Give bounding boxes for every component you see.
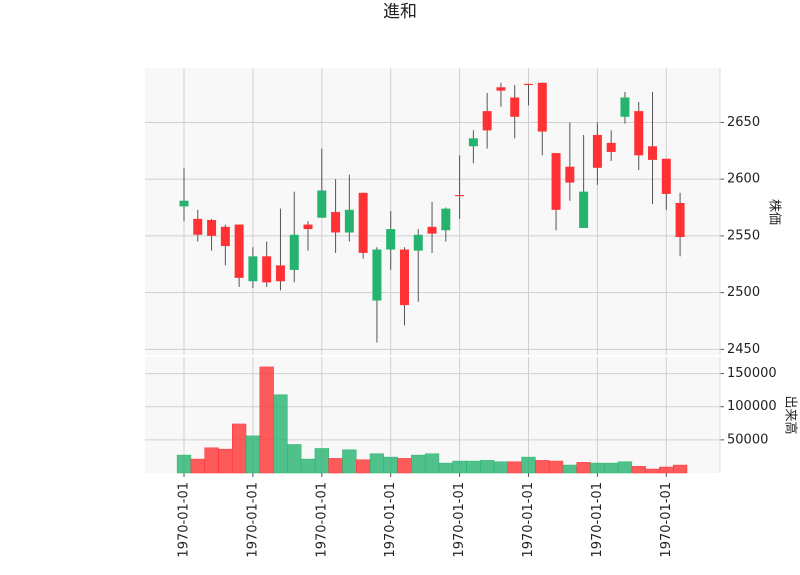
candle-body bbox=[510, 97, 520, 117]
x-tick-label: 1970-01-01 bbox=[659, 482, 674, 558]
candle-body bbox=[634, 111, 644, 156]
volume-bar bbox=[218, 448, 233, 474]
candle-body bbox=[565, 166, 575, 183]
candle-body bbox=[289, 234, 299, 270]
candle-body bbox=[331, 212, 341, 233]
candle-body bbox=[344, 209, 354, 233]
candle-body bbox=[620, 97, 630, 117]
candle-body bbox=[579, 191, 589, 228]
chart-title: 進和 bbox=[383, 2, 417, 22]
candle-body bbox=[386, 229, 396, 250]
volume-bar bbox=[204, 447, 219, 474]
x-tick-label: 1970-01-01 bbox=[590, 482, 605, 558]
volume-bar bbox=[245, 435, 261, 474]
y-tick-label: 2650 bbox=[727, 115, 760, 130]
y-tick-label: 2550 bbox=[727, 228, 760, 243]
candle-body bbox=[441, 208, 451, 231]
volume-bar bbox=[411, 454, 426, 474]
candle-body bbox=[179, 200, 189, 207]
x-tick-label: 1970-01-01 bbox=[177, 482, 192, 558]
candle-body bbox=[248, 256, 258, 282]
volume-bar bbox=[231, 423, 247, 474]
x-tick-label: 1970-01-01 bbox=[245, 482, 260, 558]
volume-bar bbox=[369, 453, 385, 474]
candle-body bbox=[358, 192, 368, 253]
volume-bar bbox=[604, 462, 619, 474]
volume-bar bbox=[397, 458, 412, 474]
candle-body bbox=[648, 146, 658, 160]
volume-bar bbox=[356, 459, 371, 474]
x-tick-label: 1970-01-01 bbox=[521, 482, 536, 558]
candle-body bbox=[275, 265, 285, 282]
candle-body bbox=[399, 249, 409, 306]
volume-bar bbox=[493, 461, 509, 474]
candle-body bbox=[468, 138, 478, 147]
y-tick-label: 2500 bbox=[727, 285, 760, 300]
candle-body bbox=[455, 195, 465, 197]
volume-bar bbox=[273, 394, 288, 474]
volume-bar bbox=[590, 462, 605, 474]
candle-body bbox=[427, 226, 437, 234]
volume-bar bbox=[287, 444, 302, 474]
volume-bar bbox=[617, 461, 633, 474]
y-tick-label: 100000 bbox=[727, 399, 777, 414]
volume-bar bbox=[672, 464, 688, 474]
volume-bar bbox=[314, 448, 329, 474]
x-tick-label: 1970-01-01 bbox=[383, 482, 398, 558]
volume-bar bbox=[176, 454, 192, 474]
candle-body bbox=[537, 82, 547, 132]
volume-bar bbox=[259, 366, 274, 474]
volume-bar bbox=[535, 460, 550, 474]
candle-body bbox=[661, 158, 671, 194]
volume-axis-label: 出来高 bbox=[783, 395, 799, 434]
candle-body bbox=[193, 218, 203, 235]
candle-body bbox=[234, 224, 244, 278]
volume-bar bbox=[659, 466, 674, 474]
volume-bar bbox=[645, 468, 660, 474]
volume-bar bbox=[452, 460, 467, 474]
candle-body bbox=[303, 224, 313, 230]
candle-body bbox=[482, 111, 492, 131]
candle-body bbox=[220, 226, 230, 247]
volume-bar bbox=[438, 462, 453, 474]
volume-bar bbox=[548, 460, 564, 474]
y-tick-label: 50000 bbox=[727, 432, 768, 447]
candle-body bbox=[592, 134, 602, 168]
candle-body bbox=[551, 153, 561, 210]
y-tick-label: 2450 bbox=[727, 342, 760, 357]
candle-body bbox=[372, 249, 382, 301]
volume-bar bbox=[521, 456, 536, 474]
candle-body bbox=[262, 256, 272, 283]
candle-body bbox=[317, 190, 327, 218]
volume-bar bbox=[383, 456, 398, 474]
x-tick-label: 1970-01-01 bbox=[314, 482, 329, 558]
volume-bar bbox=[631, 466, 646, 474]
candle-body bbox=[413, 234, 423, 251]
volume-bar bbox=[342, 449, 357, 474]
candle-body bbox=[207, 220, 217, 236]
volume-bar bbox=[328, 458, 343, 474]
y-axis-label: 株価 bbox=[767, 199, 782, 225]
volume-bar bbox=[300, 458, 316, 474]
candle-body bbox=[606, 142, 616, 152]
y-tick-label: 150000 bbox=[727, 366, 777, 381]
volume-bar bbox=[507, 461, 522, 474]
volume-bar bbox=[480, 460, 495, 474]
candle-body bbox=[496, 87, 506, 91]
volume-bar bbox=[190, 458, 205, 474]
volume-bar bbox=[576, 462, 591, 474]
x-tick-label: 1970-01-01 bbox=[452, 482, 467, 558]
volume-bar bbox=[466, 460, 481, 474]
volume-bar bbox=[424, 453, 440, 474]
candle-body bbox=[675, 202, 685, 238]
volume-bar bbox=[562, 464, 577, 474]
candle-body bbox=[524, 83, 533, 86]
y-tick-label: 2600 bbox=[727, 172, 760, 187]
